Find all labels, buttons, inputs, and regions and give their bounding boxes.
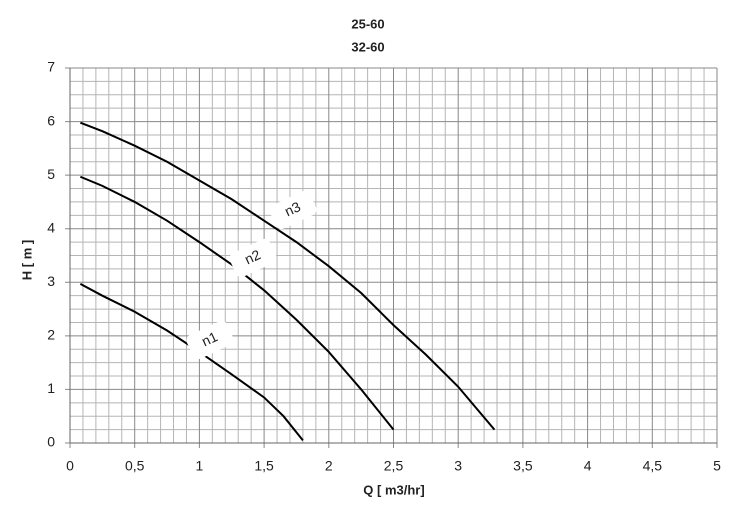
y-tick-label: 2 bbox=[47, 327, 55, 343]
curve-label-group: n1 bbox=[186, 320, 234, 360]
x-tick-label: 0,5 bbox=[125, 458, 145, 474]
curve-label-bg bbox=[229, 238, 277, 278]
x-tick-label: 5 bbox=[713, 458, 721, 474]
curve-label-bg bbox=[269, 190, 317, 230]
chart-subtitle: 32-60 bbox=[351, 39, 384, 54]
x-tick-label: 3,5 bbox=[513, 458, 533, 474]
x-tick-label: 2,5 bbox=[384, 458, 404, 474]
y-tick-label: 0 bbox=[47, 434, 55, 450]
y-tick-label: 7 bbox=[47, 59, 55, 75]
x-tick-label: 0 bbox=[66, 458, 74, 474]
curve-label-group: n2 bbox=[229, 238, 277, 278]
curve-label: n3 bbox=[282, 198, 303, 219]
y-tick-label: 4 bbox=[47, 219, 55, 235]
y-tick-label: 6 bbox=[47, 112, 55, 128]
x-tick-label: 4 bbox=[584, 458, 592, 474]
chart-title: 25-60 bbox=[351, 16, 384, 31]
y-axis-label: H [ m ] bbox=[19, 240, 34, 280]
x-tick-label: 1,5 bbox=[254, 458, 274, 474]
curve-label-group: n3 bbox=[269, 190, 317, 230]
x-tick-label: 3 bbox=[454, 458, 462, 474]
x-tick-label: 2 bbox=[325, 458, 333, 474]
x-tick-label: 4,5 bbox=[643, 458, 663, 474]
curve-label: n1 bbox=[199, 328, 220, 349]
curve bbox=[79, 121, 496, 431]
y-tick-label: 3 bbox=[47, 273, 55, 289]
y-tick-label: 5 bbox=[47, 166, 55, 182]
curve bbox=[79, 175, 395, 431]
x-tick-label: 1 bbox=[196, 458, 204, 474]
y-tick-label: 1 bbox=[47, 380, 55, 396]
curve-label: n2 bbox=[242, 246, 263, 267]
curve-label-bg bbox=[186, 320, 234, 360]
x-axis-label: Q [ m3/hr] bbox=[363, 482, 424, 497]
